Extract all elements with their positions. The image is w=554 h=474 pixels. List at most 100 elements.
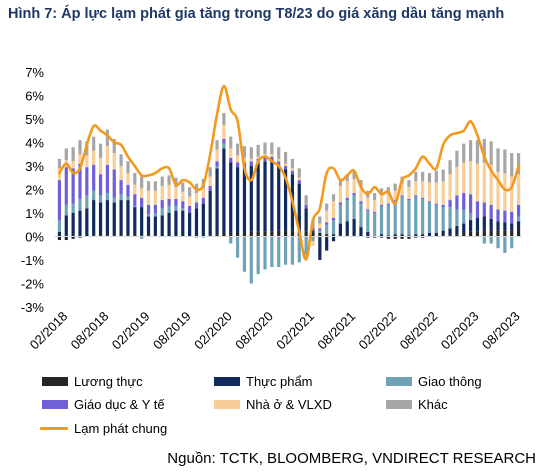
- x-tick-label: 02/2022: [355, 309, 399, 353]
- bar-giao-duc-y-te-03-2021: [318, 228, 322, 231]
- bar-thuc-pham-10-2018: [119, 200, 123, 236]
- bar-nha-o-vlxd-06-2022: [421, 181, 425, 198]
- bar-giao-thong-07-2018: [98, 195, 103, 203]
- bar-khac-04-2019: [160, 176, 164, 186]
- bar-thuc-pham-06-2021: [338, 223, 342, 236]
- legend: Lương thực Thực phẩm Giao thông Giáo dục…: [38, 372, 538, 442]
- x-tick-label: 08/2020: [232, 309, 276, 353]
- bar-thuc-pham-10-2021: [366, 231, 370, 237]
- bar-giao-thong-02-2018: [64, 204, 68, 216]
- bar-nha-o-vlxd-11-2018: [126, 173, 130, 185]
- bar-nha-o-vlxd-05-2023: [496, 171, 500, 210]
- bar-giao-duc-y-te-05-2018: [85, 167, 89, 196]
- bar-giao-thong-04-2019: [160, 208, 164, 216]
- bar-giao-thong-06-2021: [338, 204, 342, 224]
- bar-nha-o-vlxd-10-2022: [448, 174, 452, 201]
- bar-giao-thong-10-2018: [119, 194, 123, 201]
- bar-khac-07-2019: [181, 182, 185, 192]
- bar-giao-duc-y-te-04-2019: [160, 200, 164, 209]
- bar-thuc-pham-10-2020: [283, 169, 288, 231]
- bar-thuc-pham-01-2018: [57, 231, 62, 237]
- bar-luong-thuc-01-2019: [140, 235, 144, 237]
- bar-khac-07-2023: [510, 153, 514, 177]
- legend-swatch-giao-thong: [386, 377, 412, 386]
- bar-giao-duc-y-te-03-2020: [236, 162, 240, 168]
- x-axis-tick-labels: 02/201808/201802/201908/201902/202008/20…: [27, 309, 523, 353]
- bar-luong-thuc-03-2021: [318, 232, 322, 237]
- bar-khac-09-2021: [359, 180, 363, 188]
- bar-giao-thong-04-2020: [242, 236, 247, 272]
- legend-label-giao-duc-y-te: Giáo dục & Y tế: [74, 397, 165, 412]
- bar-thuc-pham-02-2019: [146, 216, 151, 236]
- bar-giao-duc-y-te-01-2019: [140, 197, 144, 208]
- bar-giao-thong-09-2022: [441, 207, 445, 231]
- bar-giao-duc-y-te-09-2019: [194, 202, 199, 209]
- bar-nha-o-vlxd-07-2022: [427, 182, 432, 202]
- bar-khac-03-2018: [71, 147, 75, 162]
- bar-luong-thuc-02-2022: [393, 236, 397, 239]
- bar-khac-12-2019: [215, 140, 219, 150]
- bar-thuc-pham-07-2021: [345, 221, 349, 236]
- bar-giao-thong-12-2019: [215, 166, 219, 169]
- bar-nha-o-vlxd-04-2022: [407, 187, 411, 199]
- legend-item-giao-duc-y-te: Giáo dục & Y tế: [42, 397, 165, 412]
- bar-giao-thong-09-2021: [359, 203, 363, 228]
- bar-nha-o-vlxd-06-2020: [256, 156, 260, 159]
- legend-swatch-lam-phat-chung: [40, 427, 68, 430]
- bar-giao-duc-y-te-03-2022: [400, 195, 404, 197]
- source-note: Nguồn: TCTK, BLOOMBERG, VNDIRECT RESEARC…: [167, 450, 536, 467]
- bar-giao-duc-y-te-10-2021: [366, 209, 370, 211]
- y-tick-label: 2%: [25, 183, 44, 198]
- bar-thuc-pham-08-2021: [352, 218, 356, 236]
- bar-khac-11-2019: [208, 167, 212, 177]
- bar-giao-thong-04-2022: [407, 200, 411, 236]
- bar-giao-duc-y-te-05-2021: [331, 217, 336, 221]
- bar-luong-thuc-06-2018: [92, 235, 96, 237]
- bar-giao-duc-y-te-04-2022: [407, 198, 411, 201]
- bar-giao-duc-y-te-02-2022: [393, 200, 397, 202]
- bar-giao-duc-y-te-08-2023: [516, 204, 521, 217]
- bar-khac-08-2023: [516, 153, 521, 175]
- bar-giao-duc-y-te-02-2023: [475, 201, 480, 218]
- bar-thuc-pham-01-2021: [304, 208, 308, 232]
- bar-nha-o-vlxd-09-2022: [441, 181, 445, 205]
- bar-khac-05-2022: [414, 171, 418, 182]
- bar-khac-03-2020: [236, 143, 240, 156]
- bar-luong-thuc-02-2023: [475, 231, 480, 237]
- bar-khac-12-2020: [297, 168, 301, 178]
- bar-giao-duc-y-te-11-2020: [290, 170, 295, 175]
- bar-thuc-pham-11-2022: [455, 225, 459, 235]
- bar-nha-o-vlxd-02-2020: [229, 148, 233, 158]
- bar-nha-o-vlxd-05-2022: [414, 181, 418, 196]
- bar-giao-thong-02-2019: [146, 214, 151, 217]
- bar-nha-o-vlxd-05-2018: [85, 155, 89, 168]
- bar-giao-duc-y-te-06-2022: [421, 197, 425, 199]
- x-tick-label: 08/2019: [150, 309, 194, 353]
- bar-giao-duc-y-te-02-2018: [64, 167, 68, 205]
- x-tick-label: 08/2018: [68, 309, 112, 353]
- bar-nha-o-vlxd-07-2021: [345, 181, 349, 198]
- bar-khac-10-2020: [283, 151, 288, 164]
- legend-item-giao-thong: Giao thông: [386, 374, 482, 389]
- bar-giao-thong-03-2019: [153, 213, 157, 217]
- bar-giao-thong-03-2020: [236, 236, 240, 258]
- bar-luong-thuc-08-2018: [105, 235, 109, 237]
- bar-giao-duc-y-te-10-2020: [283, 166, 288, 170]
- bar-giao-duc-y-te-08-2020: [270, 156, 274, 162]
- bar-nha-o-vlxd-02-2023: [475, 163, 480, 202]
- bar-luong-thuc-05-2021: [331, 234, 336, 237]
- bar-khac-06-2018: [92, 136, 96, 151]
- bar-khac-05-2023: [496, 148, 500, 172]
- bar-thuc-pham-04-2018: [78, 210, 82, 237]
- bar-luong-thuc-11-2020: [290, 230, 295, 237]
- bar-khac-07-2022: [427, 173, 432, 183]
- bar-khac-01-2018: [57, 158, 62, 169]
- bar-giao-duc-y-te-02-2019: [146, 204, 151, 215]
- bar-luong-thuc-12-2018: [133, 235, 137, 237]
- bar-nha-o-vlxd-06-2023: [503, 173, 507, 211]
- line-layer: [58, 84, 520, 261]
- bar-giao-thong-02-2021: [311, 236, 315, 242]
- bar-thuc-pham-01-2019: [140, 207, 144, 236]
- bar-nha-o-vlxd-10-2019: [201, 188, 205, 198]
- bar-giao-thong-03-2023: [482, 236, 486, 244]
